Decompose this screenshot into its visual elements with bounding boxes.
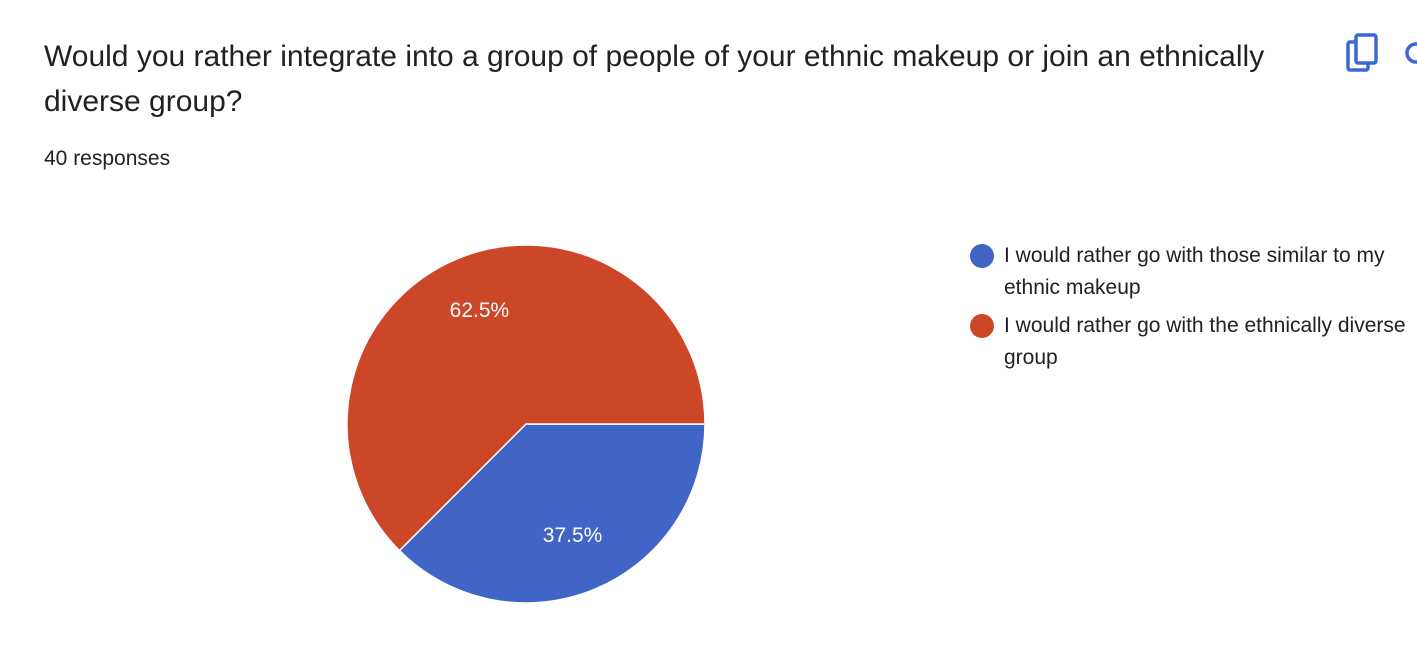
pie-slice-1[interactable] <box>346 244 706 552</box>
copy-icon <box>1346 33 1378 72</box>
chart-legend: I would rather go with those similar to … <box>970 240 1410 380</box>
legend-swatch-1 <box>970 314 994 338</box>
more-icon <box>1405 42 1417 64</box>
question-title: Would you rather integrate into a group … <box>44 40 1265 118</box>
legend-item-0[interactable]: I would rather go with those similar to … <box>970 240 1410 304</box>
pie-slice-0[interactable] <box>398 423 706 604</box>
legend-swatch-0 <box>970 244 994 268</box>
pie-slice-label-1: 62.5% <box>450 299 510 322</box>
legend-label-0: I would rather go with those similar to … <box>1004 244 1385 299</box>
copy-chart-button[interactable] <box>1340 30 1386 76</box>
legend-item-1[interactable]: I would rather go with the ethnically di… <box>970 310 1410 374</box>
more-options-button[interactable] <box>1396 30 1417 76</box>
pie-slice-label-0: 37.5% <box>543 524 603 547</box>
response-count: 40 responses <box>44 147 171 170</box>
legend-label-1: I would rather go with the ethnically di… <box>1004 314 1406 369</box>
